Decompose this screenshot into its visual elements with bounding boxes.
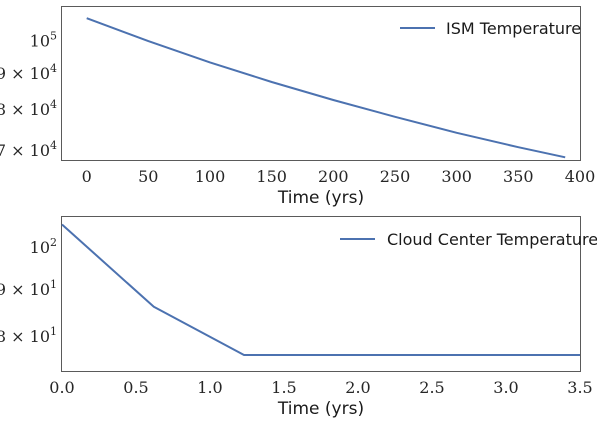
cloud-x-tick-label: 0.5 — [123, 378, 148, 397]
cloud-x-axis-label: Time (yrs) — [277, 399, 364, 419]
ism-x-tick-label: 150 — [256, 167, 287, 186]
cloud-y-tick-labels: 8 × 101 9 × 101 102 — [0, 236, 57, 346]
cloud-x-tick-label: 1.0 — [197, 378, 222, 397]
cloud-x-tick-label: 2.0 — [345, 378, 370, 397]
ism-x-tick-label: 200 — [318, 167, 349, 186]
cloud-center-temperature-line — [61, 223, 580, 356]
ism-temperature-line — [86, 17, 566, 159]
ism-y-tick-labels: 7 × 104 8 × 104 9 × 104 105 — [0, 30, 57, 160]
cloud-legend: Cloud Center Temperature — [340, 230, 597, 249]
cloud-x-tick-label: 2.5 — [419, 378, 444, 397]
cloud-x-tick-labels: 0.0 0.5 1.0 1.5 2.0 2.5 3.0 3.5 — [49, 378, 592, 397]
cloud-x-tick-label: 0.0 — [49, 378, 74, 397]
cloud-x-tick-label: 3.5 — [567, 378, 592, 397]
ism-x-axis-label: Time (yrs) — [277, 188, 364, 208]
ism-y-tick-label: 105 — [30, 30, 57, 51]
ism-x-tick-label: 0 — [82, 167, 92, 186]
cloud-y-tick-label: 8 × 101 — [0, 325, 57, 346]
ism-legend-label: ISM Temperature — [446, 19, 581, 38]
ism-y-tick-label: 9 × 104 — [0, 62, 57, 83]
ism-temperature-panel: 0 50 100 150 200 250 300 350 400 7 × 104 8 × 104 9… — [0, 6, 596, 208]
ism-x-tick-label: 250 — [380, 167, 411, 186]
ism-x-tick-label: 400 — [565, 167, 596, 186]
cloud-y-tick-label: 102 — [30, 236, 57, 257]
ism-x-tick-label: 50 — [138, 167, 158, 186]
cloud-y-tick-label: 9 × 101 — [0, 278, 57, 299]
ism-legend: ISM Temperature — [400, 19, 581, 38]
cloud-x-tick-label: 1.5 — [271, 378, 296, 397]
ism-x-tick-label: 100 — [195, 167, 226, 186]
ism-x-tick-label: 300 — [441, 167, 472, 186]
ism-x-tick-labels: 0 50 100 150 200 250 300 350 400 — [82, 167, 596, 186]
ism-plot-frame — [61, 6, 581, 161]
ism-y-tick-label: 7 × 104 — [0, 139, 57, 160]
cloud-plot-frame — [61, 216, 581, 372]
cloud-legend-label: Cloud Center Temperature — [387, 230, 597, 249]
cloud-x-tick-label: 3.0 — [493, 378, 518, 397]
cloud-temperature-panel: 0.0 0.5 1.0 1.5 2.0 2.5 3.0 3.5 8 × 101 9 × 101 1… — [0, 216, 597, 419]
ism-x-tick-label: 350 — [503, 167, 534, 186]
ism-y-tick-label: 8 × 104 — [0, 98, 57, 119]
